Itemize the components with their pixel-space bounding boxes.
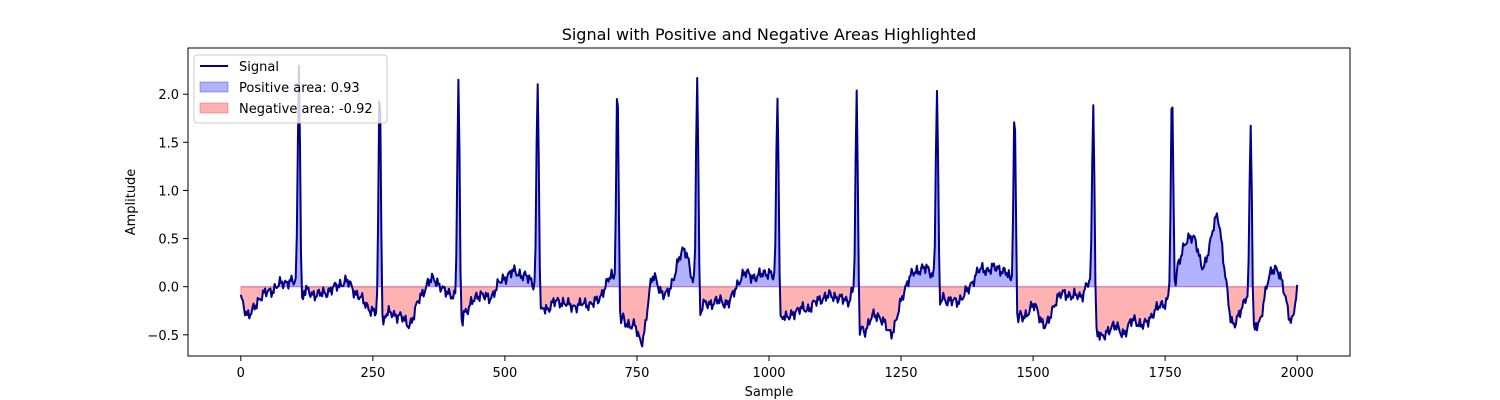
x-tick-label: 1000 [752,366,785,381]
legend-positive-swatch [199,81,229,93]
legend-positive-label: Positive area: 0.93 [239,81,360,96]
x-axis-ticks: 0 250 500 750 1000 1250 1500 1750 2000 [237,356,1314,381]
y-tick-label: 0.0 [158,281,179,296]
x-tick-label: 750 [625,366,650,381]
x-axis-label: Sample [745,385,794,400]
x-tick-label: 1750 [1149,366,1182,381]
signal-line [239,64,1299,348]
legend: Signal Positive area: 0.93 Negative area… [193,54,388,124]
y-tick-label: 1.0 [158,184,179,199]
legend-box [193,54,388,124]
plot-area [239,64,1299,348]
x-tick-label: 1250 [884,366,917,381]
y-tick-label: 0.5 [158,233,179,248]
legend-signal-label: Signal [239,60,279,75]
x-tick-label: 500 [492,366,517,381]
x-tick-label: 2000 [1281,366,1314,381]
y-tick-label: −0.5 [147,329,179,344]
y-axis-label: Amplitude [124,169,139,236]
y-tick-label: 1.5 [158,136,179,151]
chart-title: Signal with Positive and Negative Areas … [562,25,977,44]
y-axis-ticks: −0.5 0.0 0.5 1.0 1.5 2.0 [147,88,188,344]
legend-negative-swatch [199,102,229,114]
x-tick-label: 0 [237,366,245,381]
legend-negative-label: Negative area: -0.92 [239,102,373,117]
y-tick-label: 2.0 [158,88,179,103]
x-tick-label: 1500 [1017,366,1050,381]
x-tick-label: 250 [360,366,385,381]
